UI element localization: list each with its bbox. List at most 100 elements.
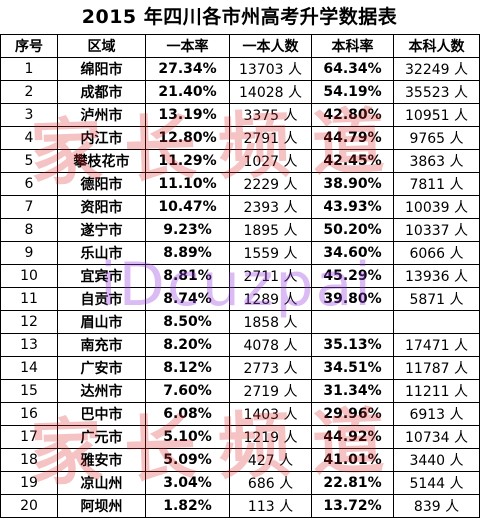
row-tier1-rate: 8.81% bbox=[145, 264, 230, 288]
row-bachelor-rate: 34.51% bbox=[311, 356, 394, 380]
row-tier1-rate: 6.08% bbox=[145, 402, 230, 426]
table-row: 18 雅安市 5.09% 427 人 41.01% 3440 人 bbox=[0, 448, 480, 472]
row-index: 6 bbox=[0, 172, 58, 196]
row-tier1-count: 2791 人 bbox=[229, 126, 312, 150]
row-tier1-count: 1895 人 bbox=[229, 218, 312, 242]
row-index: 11 bbox=[0, 287, 58, 311]
row-bachelor-rate: 35.13% bbox=[311, 333, 394, 357]
row-tier1-count: 1289 人 bbox=[229, 287, 312, 311]
row-index: 19 bbox=[0, 471, 58, 495]
row-bachelor-count: 10951 人 bbox=[393, 103, 480, 127]
row-region: 成都市 bbox=[57, 80, 146, 104]
row-region: 眉山市 bbox=[57, 310, 146, 334]
row-tier1-count: 113 人 bbox=[229, 494, 312, 518]
row-bachelor-rate: 41.01% bbox=[311, 448, 394, 472]
table-row: 8 遂宁市 9.23% 1895 人 50.20% 10337 人 bbox=[0, 218, 480, 242]
row-index: 16 bbox=[0, 402, 58, 426]
row-region: 资阳市 bbox=[57, 195, 146, 219]
row-bachelor-rate: 50.20% bbox=[311, 218, 394, 242]
row-bachelor-count: 10337 人 bbox=[393, 218, 480, 242]
row-index: 14 bbox=[0, 356, 58, 380]
row-region: 乐山市 bbox=[57, 241, 146, 265]
row-bachelor-count: 9765 人 bbox=[393, 126, 480, 150]
row-index: 1 bbox=[0, 57, 58, 81]
row-bachelor-count: 35523 人 bbox=[393, 80, 480, 104]
table-row: 3 泸州市 13.19% 3375 人 42.80% 10951 人 bbox=[0, 103, 480, 127]
row-tier1-rate: 8.50% bbox=[145, 310, 230, 334]
row-bachelor-count: 10734 人 bbox=[393, 425, 480, 449]
admission-table: 序号 区域 一本率 一本人数 本科率 本科人数 1 绵阳市 27.34% 13703 … bbox=[0, 34, 480, 518]
row-region: 广安市 bbox=[57, 356, 146, 380]
row-index: 15 bbox=[0, 379, 58, 403]
row-index: 18 bbox=[0, 448, 58, 472]
row-index: 7 bbox=[0, 195, 58, 219]
row-tier1-count: 14028 人 bbox=[229, 80, 312, 104]
row-bachelor-rate: 45.29% bbox=[311, 264, 394, 288]
row-tier1-rate: 13.19% bbox=[145, 103, 230, 127]
row-tier1-count: 3375 人 bbox=[229, 103, 312, 127]
row-index: 12 bbox=[0, 310, 58, 334]
row-tier1-count: 1403 人 bbox=[229, 402, 312, 426]
row-bachelor-count bbox=[393, 310, 480, 334]
row-index: 5 bbox=[0, 149, 58, 173]
row-index: 17 bbox=[0, 425, 58, 449]
row-index: 4 bbox=[0, 126, 58, 150]
header-row: 序号 区域 一本率 一本人数 本科率 本科人数 bbox=[0, 34, 480, 58]
row-tier1-count: 1858 人 bbox=[229, 310, 312, 334]
row-bachelor-rate: 44.79% bbox=[311, 126, 394, 150]
row-tier1-rate: 21.40% bbox=[145, 80, 230, 104]
table-row: 6 德阳市 11.10% 2229 人 38.90% 7811 人 bbox=[0, 172, 480, 196]
row-bachelor-count: 17471 人 bbox=[393, 333, 480, 357]
row-tier1-count: 2229 人 bbox=[229, 172, 312, 196]
row-tier1-count: 427 人 bbox=[229, 448, 312, 472]
row-tier1-rate: 5.09% bbox=[145, 448, 230, 472]
row-bachelor-rate: 39.80% bbox=[311, 287, 394, 311]
row-bachelor-rate: 54.19% bbox=[311, 80, 394, 104]
row-tier1-count: 686 人 bbox=[229, 471, 312, 495]
header-tier1-count: 一本人数 bbox=[229, 34, 312, 58]
row-bachelor-rate: 38.90% bbox=[311, 172, 394, 196]
row-bachelor-rate: 42.45% bbox=[311, 149, 394, 173]
row-bachelor-rate: 64.34% bbox=[311, 57, 394, 81]
row-tier1-rate: 7.60% bbox=[145, 379, 230, 403]
row-tier1-count: 2393 人 bbox=[229, 195, 312, 219]
header-tier1-rate: 一本率 bbox=[145, 34, 230, 58]
row-tier1-rate: 8.74% bbox=[145, 287, 230, 311]
row-bachelor-count: 10039 人 bbox=[393, 195, 480, 219]
table-row: 12 眉山市 8.50% 1858 人 bbox=[0, 310, 480, 334]
row-tier1-rate: 11.10% bbox=[145, 172, 230, 196]
row-tier1-rate: 3.04% bbox=[145, 471, 230, 495]
row-bachelor-rate: 43.93% bbox=[311, 195, 394, 219]
table-row: 10 宜宾市 8.81% 2711 人 45.29% 13936 人 bbox=[0, 264, 480, 288]
row-tier1-rate: 5.10% bbox=[145, 425, 230, 449]
row-index: 2 bbox=[0, 80, 58, 104]
row-tier1-rate: 10.47% bbox=[145, 195, 230, 219]
row-region: 内江市 bbox=[57, 126, 146, 150]
row-region: 攀枝花市 bbox=[57, 149, 146, 173]
row-index: 10 bbox=[0, 264, 58, 288]
table-row: 5 攀枝花市 11.29% 1027 人 42.45% 3863 人 bbox=[0, 149, 480, 173]
row-bachelor-count: 3863 人 bbox=[393, 149, 480, 173]
table-row: 1 绵阳市 27.34% 13703 人 64.34% 32249 人 bbox=[0, 57, 480, 81]
header-index: 序号 bbox=[0, 34, 58, 58]
row-bachelor-rate: 29.96% bbox=[311, 402, 394, 426]
row-bachelor-rate: 42.80% bbox=[311, 103, 394, 127]
row-tier1-count: 2773 人 bbox=[229, 356, 312, 380]
row-index: 20 bbox=[0, 494, 58, 518]
row-bachelor-count: 5144 人 bbox=[393, 471, 480, 495]
row-tier1-count: 13703 人 bbox=[229, 57, 312, 81]
table-row: 16 巴中市 6.08% 1403 人 29.96% 6913 人 bbox=[0, 402, 480, 426]
row-tier1-rate: 8.89% bbox=[145, 241, 230, 265]
row-region: 泸州市 bbox=[57, 103, 146, 127]
row-tier1-count: 2711 人 bbox=[229, 264, 312, 288]
table-row: 17 广元市 5.10% 1219 人 44.92% 10734 人 bbox=[0, 425, 480, 449]
row-bachelor-count: 11787 人 bbox=[393, 356, 480, 380]
row-bachelor-count: 6913 人 bbox=[393, 402, 480, 426]
row-bachelor-rate bbox=[311, 310, 394, 334]
table-row: 4 内江市 12.80% 2791 人 44.79% 9765 人 bbox=[0, 126, 480, 150]
table-title: 2015 年四川各市州高考升学数据表 bbox=[81, 6, 398, 28]
row-tier1-rate: 12.80% bbox=[145, 126, 230, 150]
row-index: 13 bbox=[0, 333, 58, 357]
row-region: 巴中市 bbox=[57, 402, 146, 426]
row-region: 宜宾市 bbox=[57, 264, 146, 288]
